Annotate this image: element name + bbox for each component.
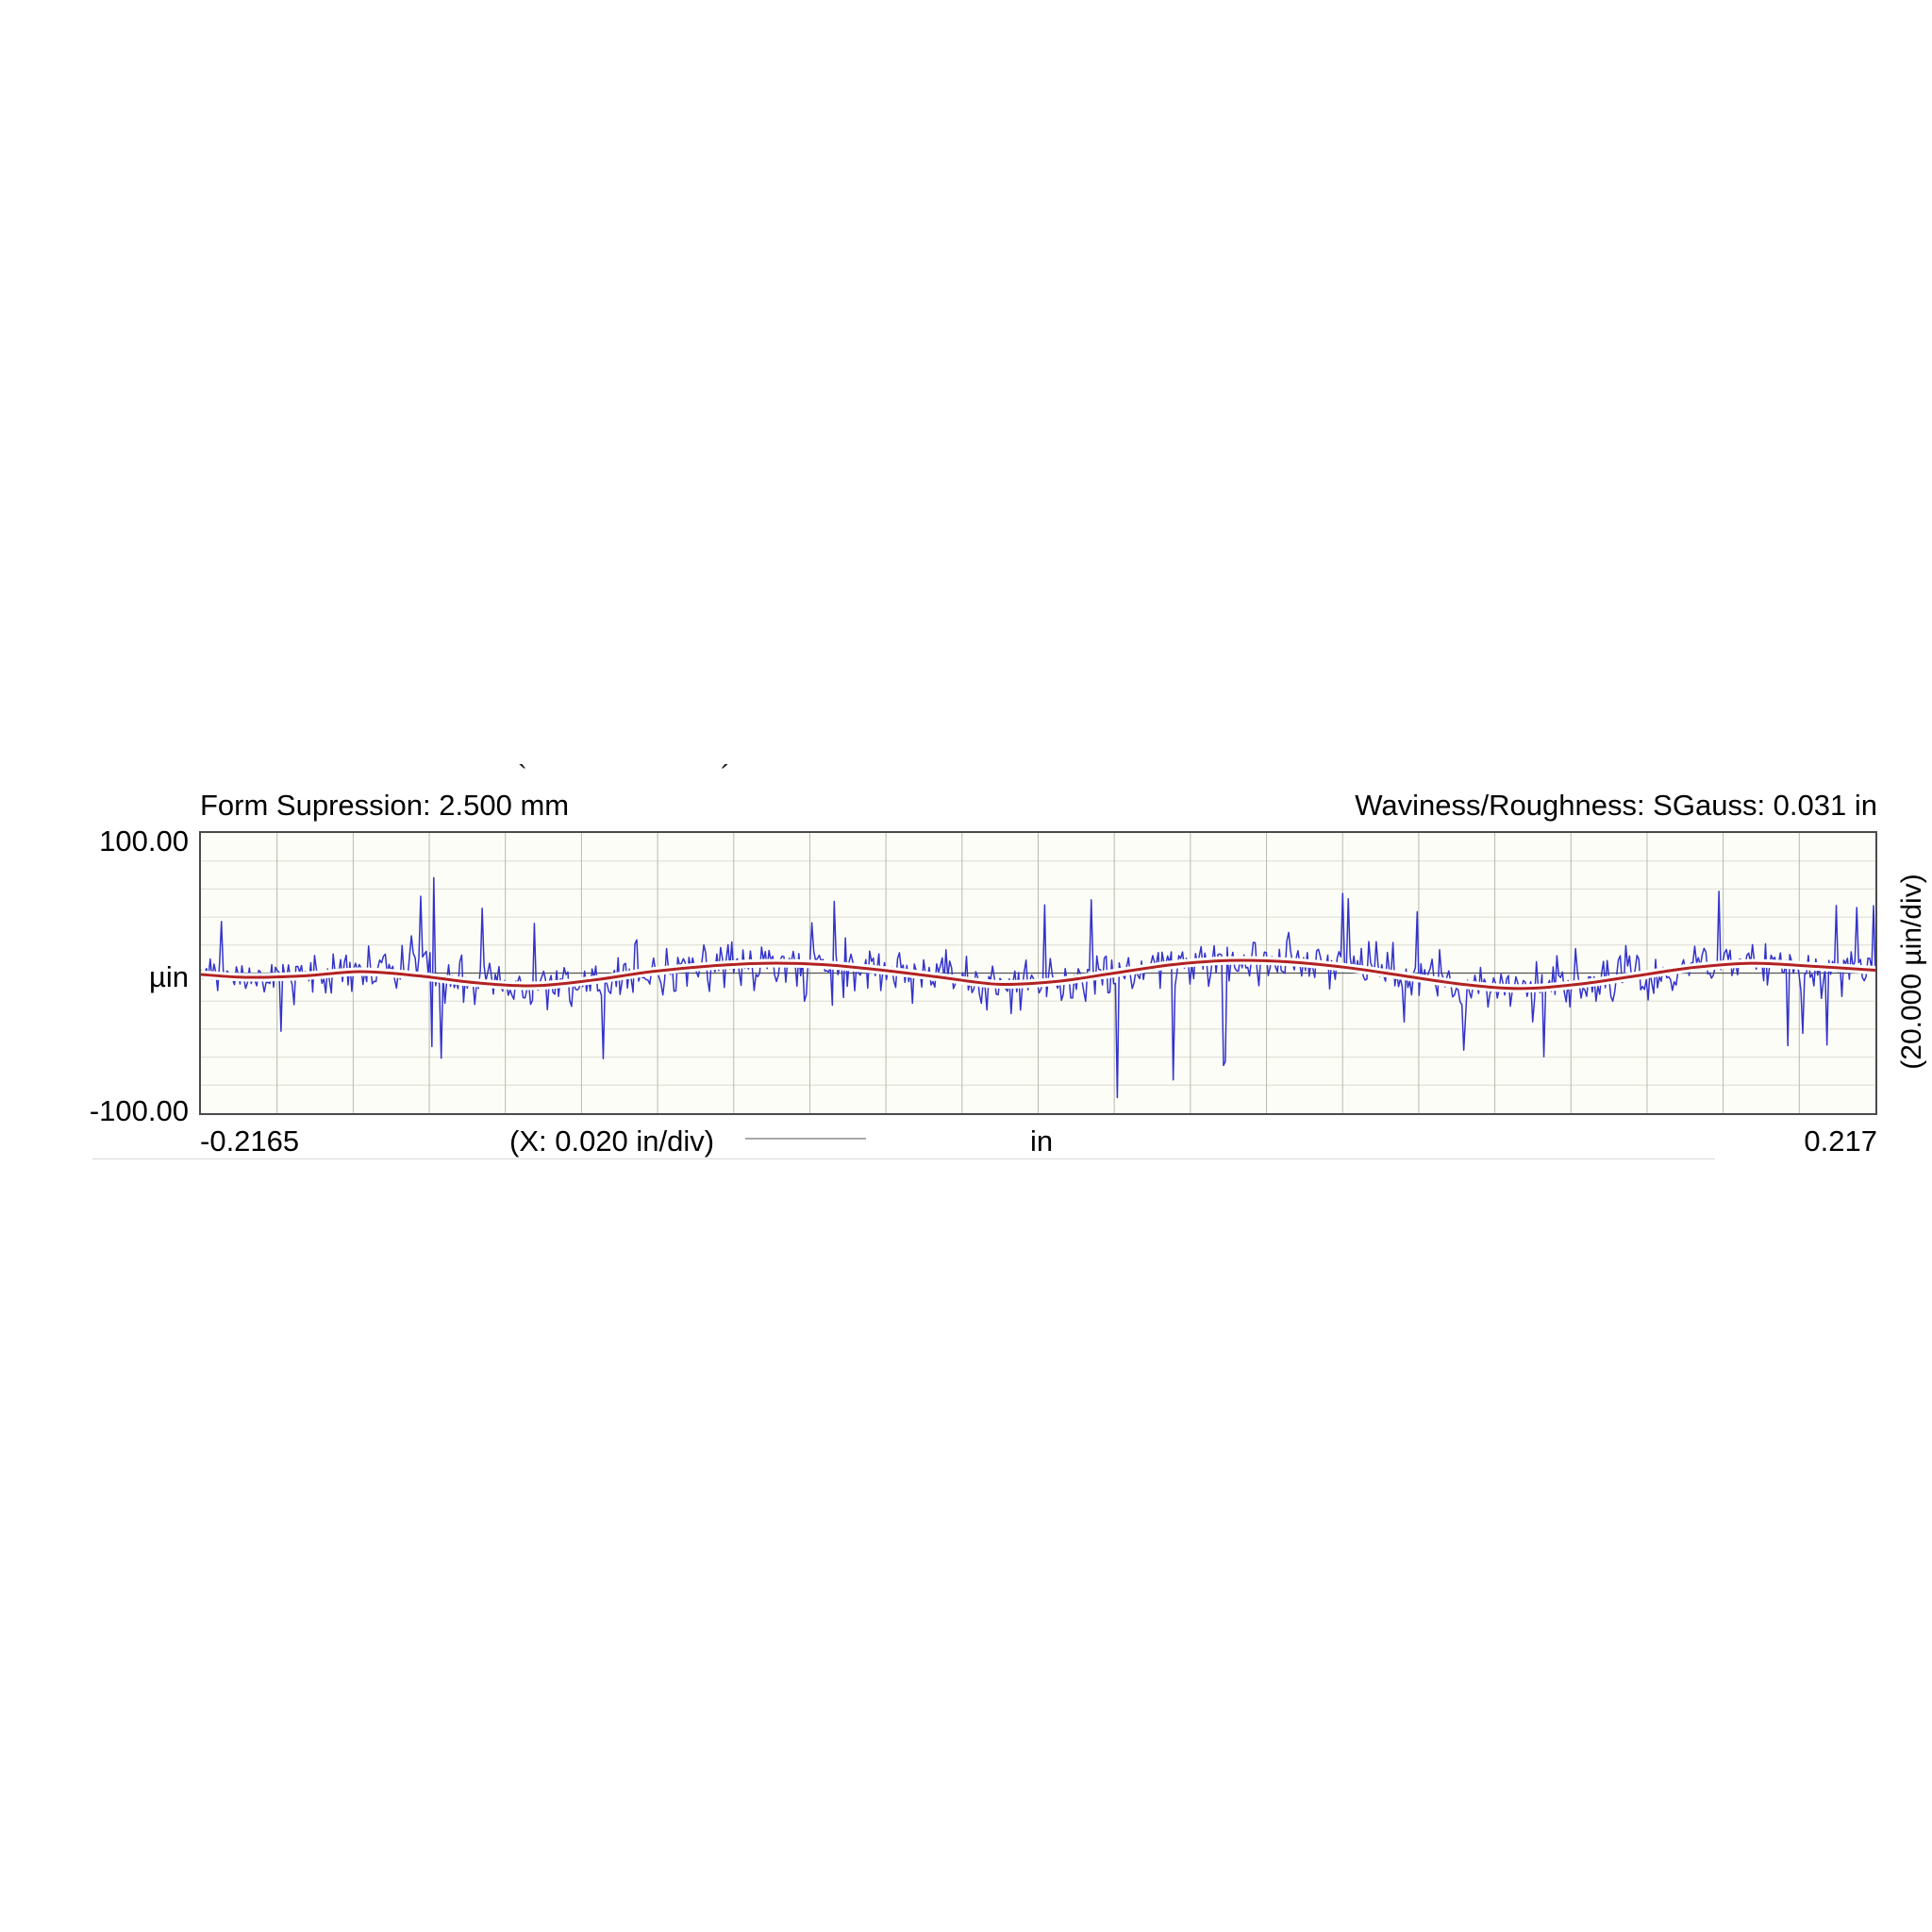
clipped-glyph-left: `: [518, 760, 527, 791]
plot-area[interactable]: [199, 831, 1877, 1115]
y-axis-min-label: -100.00: [89, 1094, 189, 1127]
roughness-trace: [201, 876, 1875, 1099]
x-axis-min-label: -0.2165: [200, 1124, 300, 1158]
form-suppression-label: Form Supression: 2.500 mm: [200, 789, 570, 822]
waviness-roughness-label: Waviness/Roughness: SGauss: 0.031 in: [1355, 789, 1877, 822]
y-axis-right-caption-wrap: (20.000 µin/div): [1896, 830, 1932, 1113]
bottom-divider-rule: [92, 1158, 1715, 1159]
clipped-glyph-right: ´: [721, 760, 730, 791]
waviness-trace: [201, 958, 1875, 991]
y-axis-max-label: 100.00: [99, 824, 189, 858]
x-axis-max-label: 0.217: [1804, 1124, 1877, 1158]
x-axis-unit-label: in: [1030, 1124, 1054, 1158]
x-axis-division-label: (X: 0.020 in/div): [509, 1124, 715, 1158]
plot-svg: [201, 833, 1875, 1113]
legend-sample-line: [745, 1138, 866, 1140]
y-axis-unit-label: µin: [149, 960, 189, 993]
y-axis-right-caption: (20.000 µin/div): [1896, 874, 1927, 1070]
